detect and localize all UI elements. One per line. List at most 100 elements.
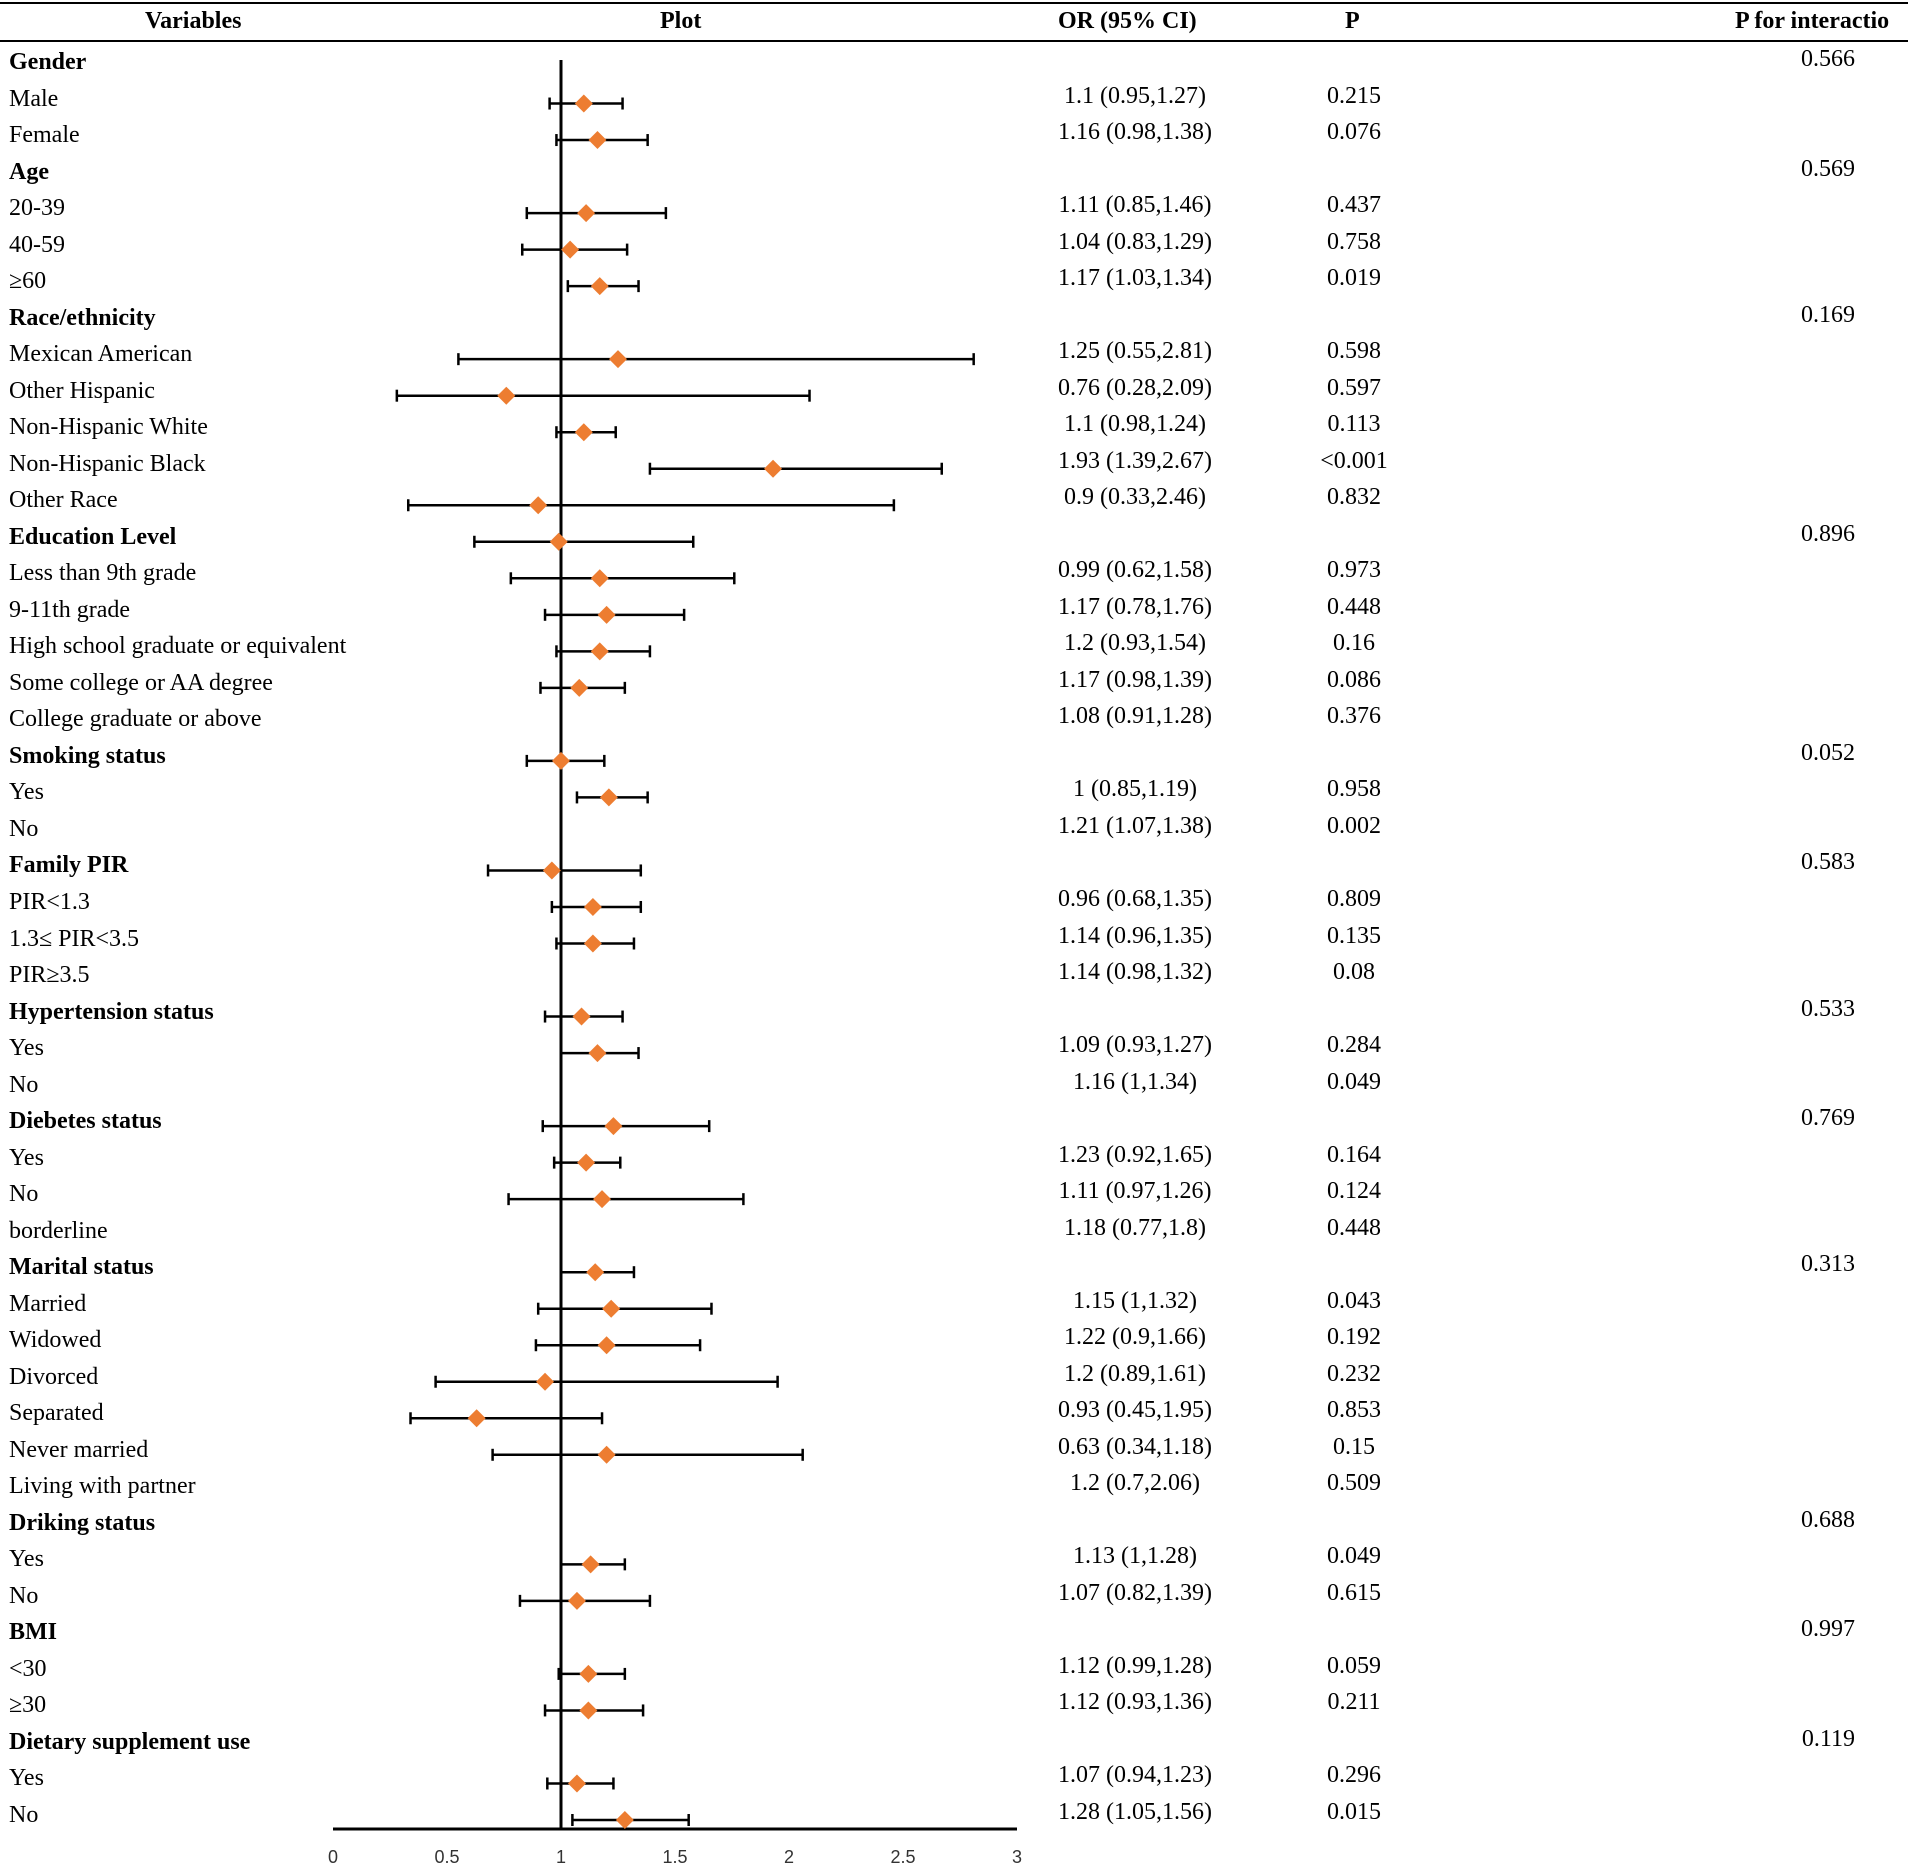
row-label: 20-39 [9,195,65,222]
row-label: Other Hispanic [9,377,155,404]
or-ci-value: 1.1 (0.95,1.27) [1064,82,1206,109]
row-label: No [9,1802,39,1828]
or-ci-value: 1.28 (1.05,1.56) [1058,1799,1212,1825]
or-diamond-marker [577,204,596,223]
or-ci-value: 1.14 (0.98,1.32) [1058,959,1212,986]
ci-marker-group [571,1811,690,1829]
row-label: Yes [9,779,44,806]
p-value: 0.284 [1327,1032,1381,1059]
or-ci-value: 1.22 (0.9,1.66) [1064,1324,1206,1351]
p-interaction-value: 0.769 [1801,1105,1855,1132]
x-tick-label: 2.5 [890,1847,916,1867]
group-label: Diebetes status [9,1108,162,1135]
p-interaction-value: 0.533 [1801,995,1855,1022]
or-ci-value: 1.12 (0.99,1.28) [1058,1652,1212,1679]
ci-marker-group [555,642,652,661]
ci-marker-group [559,1044,640,1063]
row-label: Widowed [9,1327,102,1354]
ci-marker-group [406,496,896,515]
or-diamond-marker [590,642,609,661]
ci-marker-group [575,788,649,807]
ci-marker-group [548,94,624,113]
p-value: 0.076 [1327,119,1381,146]
or-diamond-marker [561,240,580,259]
p-value: 0.211 [1327,1689,1381,1716]
p-value: 0.758 [1327,228,1381,255]
p-value: 0.376 [1327,703,1381,730]
or-ci-value: 1.16 (0.98,1.38) [1058,119,1212,146]
ci-marker-group [543,1007,624,1026]
p-value: 0.809 [1327,885,1381,912]
row-label: Female [9,122,80,149]
row-label: ≥30 [9,1692,47,1719]
or-diamond-marker [593,1190,612,1209]
p-value: 0.002 [1327,812,1381,839]
x-tick-label: 3 [1011,1847,1022,1867]
ci-marker-group [555,423,617,442]
or-ci-value: 0.99 (0.62,1.58) [1058,557,1212,584]
p-interaction-value: 0.169 [1801,301,1855,328]
or-ci-value: 1.2 (0.7,2.06) [1070,1470,1200,1497]
or-diamond-marker [497,386,516,405]
or-diamond-marker [536,1372,555,1391]
or-diamond-marker [597,1336,616,1355]
p-value: 0.124 [1327,1178,1381,1205]
or-diamond-marker [572,1007,591,1026]
row-label: Yes [9,1546,44,1573]
ci-marker-group [552,1153,622,1172]
or-ci-value: 1 (0.85,1.19) [1073,776,1197,803]
row-label: Married [9,1290,87,1317]
ci-marker-group [534,1336,702,1355]
x-tick-label: 0 [327,1847,338,1867]
p-interaction-value: 0.569 [1801,155,1855,182]
or-ci-value: 1.12 (0.93,1.36) [1058,1689,1212,1716]
ci-marker-group [557,1664,627,1683]
x-tick-label: 1 [555,1847,566,1867]
or-diamond-marker [583,897,602,916]
or-diamond-marker [586,1263,605,1282]
ci-marker-group [559,1263,636,1282]
x-tick-label: 0.5 [434,1847,460,1867]
or-diamond-marker [590,277,609,296]
or-diamond-marker [602,1299,621,1318]
or-diamond-marker [529,496,548,515]
or-diamond-marker [599,788,618,807]
or-diamond-marker [588,131,607,150]
p-value: 0.043 [1327,1287,1381,1314]
or-diamond-marker [549,532,568,551]
ci-marker-group [541,1117,711,1136]
or-diamond-marker [597,1445,616,1464]
or-ci-value: 1.17 (0.98,1.39) [1058,666,1212,693]
ci-marker-group [434,1372,779,1391]
row-label: PIR≥3.5 [9,962,90,989]
p-value: 0.832 [1327,484,1381,511]
p-value: 0.215 [1327,82,1381,109]
row-label: ≥60 [9,268,47,295]
row-label: Less than 9th grade [9,560,197,587]
or-ci-value: 1.21 (1.07,1.38) [1058,812,1212,839]
ci-marker-group [536,1299,713,1318]
group-label: Race/ethnicity [9,304,156,331]
ci-marker-group [518,1591,652,1610]
ci-marker-group [509,569,736,588]
header-p: P [1345,8,1360,34]
or-diamond-marker [574,94,593,113]
ci-marker-group [539,678,627,697]
row-label: 40-59 [9,231,65,258]
ci-marker-group [543,605,686,624]
p-value: 0.615 [1327,1579,1381,1606]
or-ci-value: 0.9 (0.33,2.46) [1064,484,1206,511]
row-label: Yes [9,1765,44,1792]
or-ci-value: 1.2 (0.89,1.61) [1064,1360,1206,1387]
ci-marker-group [546,1774,615,1793]
p-value: 0.437 [1327,192,1381,219]
x-tick-label: 1.5 [662,1847,688,1867]
p-value: <0.001 [1320,447,1388,474]
or-ci-value: 1.25 (0.55,2.81) [1058,338,1212,365]
p-value: 0.135 [1327,922,1381,949]
ci-marker-group [473,532,695,551]
header-plot: Plot [660,8,702,34]
or-diamond-marker [581,1555,600,1574]
or-diamond-marker [609,350,627,369]
